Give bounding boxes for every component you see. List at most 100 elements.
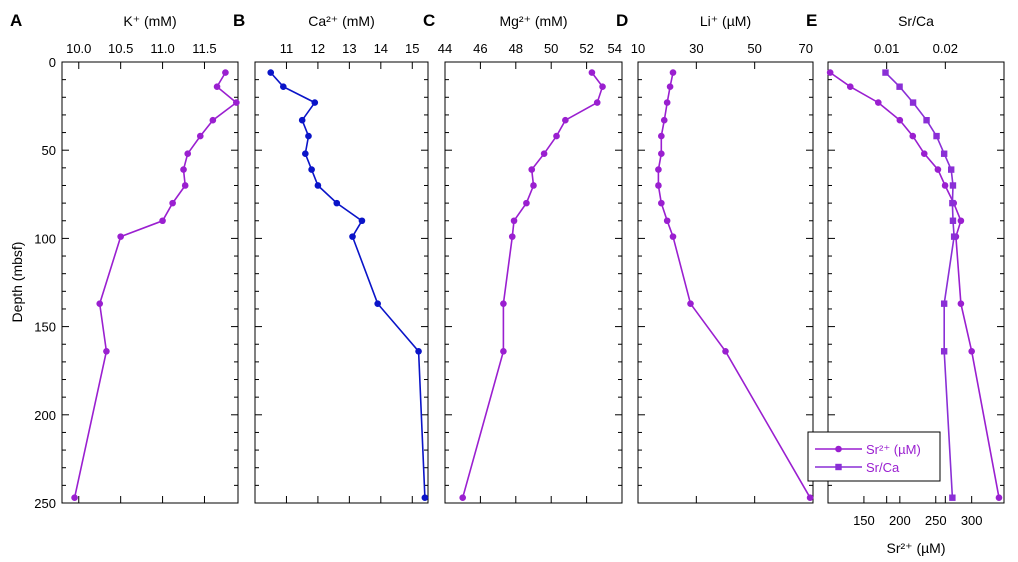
data-point bbox=[933, 132, 940, 140]
x-tick-label: 10 bbox=[631, 41, 645, 56]
data-point bbox=[159, 217, 166, 225]
x-tick-label: 54 bbox=[608, 41, 622, 56]
data-point bbox=[846, 83, 854, 90]
data-point bbox=[722, 347, 729, 355]
x-tick-label: 150 bbox=[853, 513, 875, 528]
y-tick-label: 250 bbox=[34, 496, 56, 511]
x-tick-label: 10.5 bbox=[108, 41, 133, 56]
data-point bbox=[553, 132, 560, 140]
x-tick-label: 15 bbox=[405, 41, 419, 56]
data-point bbox=[358, 217, 366, 225]
panel-letter: E bbox=[806, 11, 817, 30]
data-point bbox=[950, 233, 958, 240]
x-tick-label: 46 bbox=[473, 41, 487, 56]
plot-frame bbox=[444, 61, 623, 504]
y-tick-label: 150 bbox=[34, 320, 56, 335]
data-point bbox=[71, 494, 78, 502]
data-point bbox=[308, 166, 315, 173]
data-point bbox=[562, 116, 569, 124]
data-point bbox=[949, 199, 956, 207]
data-point bbox=[209, 116, 217, 124]
data-point bbox=[302, 150, 309, 158]
data-point bbox=[196, 132, 204, 140]
data-point bbox=[995, 494, 1003, 502]
data-point bbox=[267, 69, 275, 76]
data-point bbox=[96, 300, 104, 307]
x-tick-label: 70 bbox=[799, 41, 813, 56]
plot-frame bbox=[61, 61, 239, 504]
x-tick-label: 11.0 bbox=[150, 41, 174, 56]
x-tick-label: 200 bbox=[889, 513, 911, 528]
series-line-sr bbox=[829, 71, 1000, 498]
panel-letter: A bbox=[10, 11, 22, 30]
x2-axis-label: Sr²⁺ (µM) bbox=[887, 540, 946, 556]
series-line bbox=[73, 72, 238, 498]
data-point bbox=[169, 199, 176, 207]
legend: Sr²⁺ (µM) Sr/Ca bbox=[807, 431, 941, 482]
x-tick-label: 10.0 bbox=[66, 41, 91, 56]
data-point bbox=[655, 166, 662, 173]
data-point bbox=[530, 182, 537, 189]
data-point bbox=[909, 99, 917, 106]
data-point bbox=[588, 69, 596, 76]
data-point bbox=[658, 150, 665, 158]
data-point bbox=[687, 300, 694, 307]
data-point bbox=[663, 99, 671, 106]
data-point bbox=[421, 494, 429, 502]
plot-frame bbox=[827, 61, 1005, 504]
data-point bbox=[117, 233, 124, 240]
legend-marker bbox=[835, 463, 842, 471]
data-point bbox=[280, 83, 287, 90]
data-point bbox=[957, 217, 965, 225]
data-point bbox=[940, 150, 948, 157]
data-point bbox=[655, 182, 662, 189]
data-point bbox=[669, 233, 677, 240]
data-point bbox=[510, 217, 518, 225]
data-point bbox=[508, 233, 516, 240]
data-point bbox=[349, 233, 356, 240]
x-tick-label: 48 bbox=[509, 41, 523, 56]
data-point bbox=[298, 116, 306, 124]
y-tick-label: 200 bbox=[34, 408, 56, 423]
data-point bbox=[233, 99, 240, 106]
legend-entry: Sr²⁺ (µM) bbox=[866, 442, 921, 457]
plot-frame bbox=[254, 61, 429, 504]
x-tick-label: 13 bbox=[342, 41, 356, 56]
panel-letter: D bbox=[616, 11, 628, 30]
x-tick-label: 44 bbox=[438, 41, 452, 56]
data-point bbox=[540, 150, 548, 158]
x-tick-label: 52 bbox=[579, 41, 593, 56]
legend-marker bbox=[835, 445, 842, 453]
panel-b: B Ca²⁺ (mM) 11 12 13 14 15 bbox=[233, 11, 429, 504]
data-point bbox=[599, 83, 606, 90]
data-point bbox=[663, 217, 671, 225]
data-point bbox=[909, 132, 917, 140]
panels: A K⁺ (mM) 0 50 100 150 200 250 10.0 10.5 11.0 11.5 B… bbox=[10, 11, 1005, 556]
legend-entry: Sr/Ca bbox=[866, 460, 900, 475]
x-tick-label: 30 bbox=[689, 41, 703, 56]
data-point bbox=[658, 199, 665, 207]
data-point bbox=[666, 83, 674, 90]
data-point bbox=[222, 69, 229, 76]
data-point bbox=[826, 69, 834, 76]
data-point bbox=[180, 166, 187, 173]
panel-title: Sr/Ca bbox=[898, 13, 934, 29]
data-point bbox=[523, 199, 530, 207]
data-point bbox=[940, 300, 948, 307]
data-point bbox=[181, 182, 189, 189]
data-point bbox=[896, 83, 903, 90]
data-point bbox=[593, 99, 601, 106]
data-point bbox=[934, 166, 942, 173]
data-point bbox=[311, 99, 319, 106]
panel-title: Ca²⁺ (mM) bbox=[308, 13, 375, 29]
data-point bbox=[806, 494, 814, 502]
y-tick-label: 0 bbox=[49, 55, 56, 70]
data-point bbox=[949, 182, 957, 189]
panel-a: A K⁺ (mM) 0 50 100 150 200 250 10.0 10.5 11.0 11.5 bbox=[10, 11, 240, 511]
x-tick-label: 50 bbox=[544, 41, 558, 56]
x-tick-label: 11 bbox=[280, 41, 294, 56]
panel-title: Mg²⁺ (mM) bbox=[499, 13, 567, 29]
series-line bbox=[461, 72, 604, 498]
